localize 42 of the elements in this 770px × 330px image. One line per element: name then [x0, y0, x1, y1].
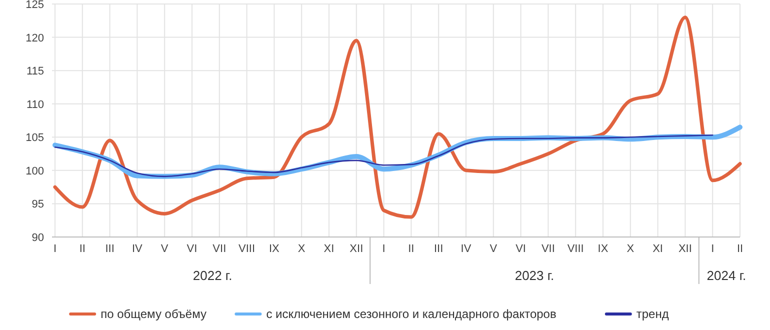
y-tick-label: 100: [26, 165, 44, 178]
x-tick-label: V: [490, 243, 498, 255]
y-tick-label: 120: [26, 32, 44, 44]
x-tick-label: XII: [350, 243, 364, 255]
x-tick-label: I: [382, 243, 386, 255]
x-tick-label: IV: [132, 243, 144, 255]
x-tick-label: II: [736, 243, 744, 255]
y-tick-label: 110: [26, 98, 44, 111]
x-tick-label: IX: [268, 243, 280, 255]
x-tick-label: VII: [212, 243, 226, 255]
x-tick-label: XI: [652, 243, 664, 255]
x-tick-label: II: [408, 243, 414, 255]
x-tick-label: III: [434, 243, 444, 255]
text: 2024 г.: [706, 268, 746, 283]
x-tick-label: VIII: [238, 243, 256, 255]
text: 2023 г.: [514, 268, 554, 283]
y-tick-label: 115: [26, 66, 44, 78]
y-tick-label: 90: [32, 232, 44, 244]
x-tick-label: XI: [324, 243, 334, 255]
x-tick-label: VII: [541, 243, 555, 255]
x-tick-label: I: [53, 243, 57, 255]
y-tick-label: 125: [26, 0, 44, 11]
x-tick-label: X: [298, 243, 306, 255]
x-tick-label: VIII: [567, 243, 584, 255]
x-tick-label: III: [105, 243, 114, 255]
y-tick-label: 95: [32, 198, 44, 211]
legend-label: с исключением сезонного и календарного факторов: [266, 307, 556, 321]
y-tick-label: 105: [26, 132, 44, 144]
x-tick-label: IV: [460, 243, 472, 255]
x-tick-label: X: [626, 243, 635, 255]
line-series: [54, 134, 714, 178]
legend-label: тренд: [636, 307, 669, 321]
x-tick-label: IX: [598, 243, 609, 255]
x-tick-label: VI: [516, 243, 526, 255]
x-tick-label: I: [711, 243, 714, 255]
x-tick-label: II: [79, 243, 86, 255]
x-tick-label: VI: [186, 243, 198, 255]
legend-label: по общему объёму: [100, 307, 206, 321]
line-series: [53, 16, 742, 219]
x-tick-label: V: [160, 243, 169, 255]
text: 2022 г.: [192, 268, 232, 283]
x-tick-label: XII: [678, 243, 692, 255]
